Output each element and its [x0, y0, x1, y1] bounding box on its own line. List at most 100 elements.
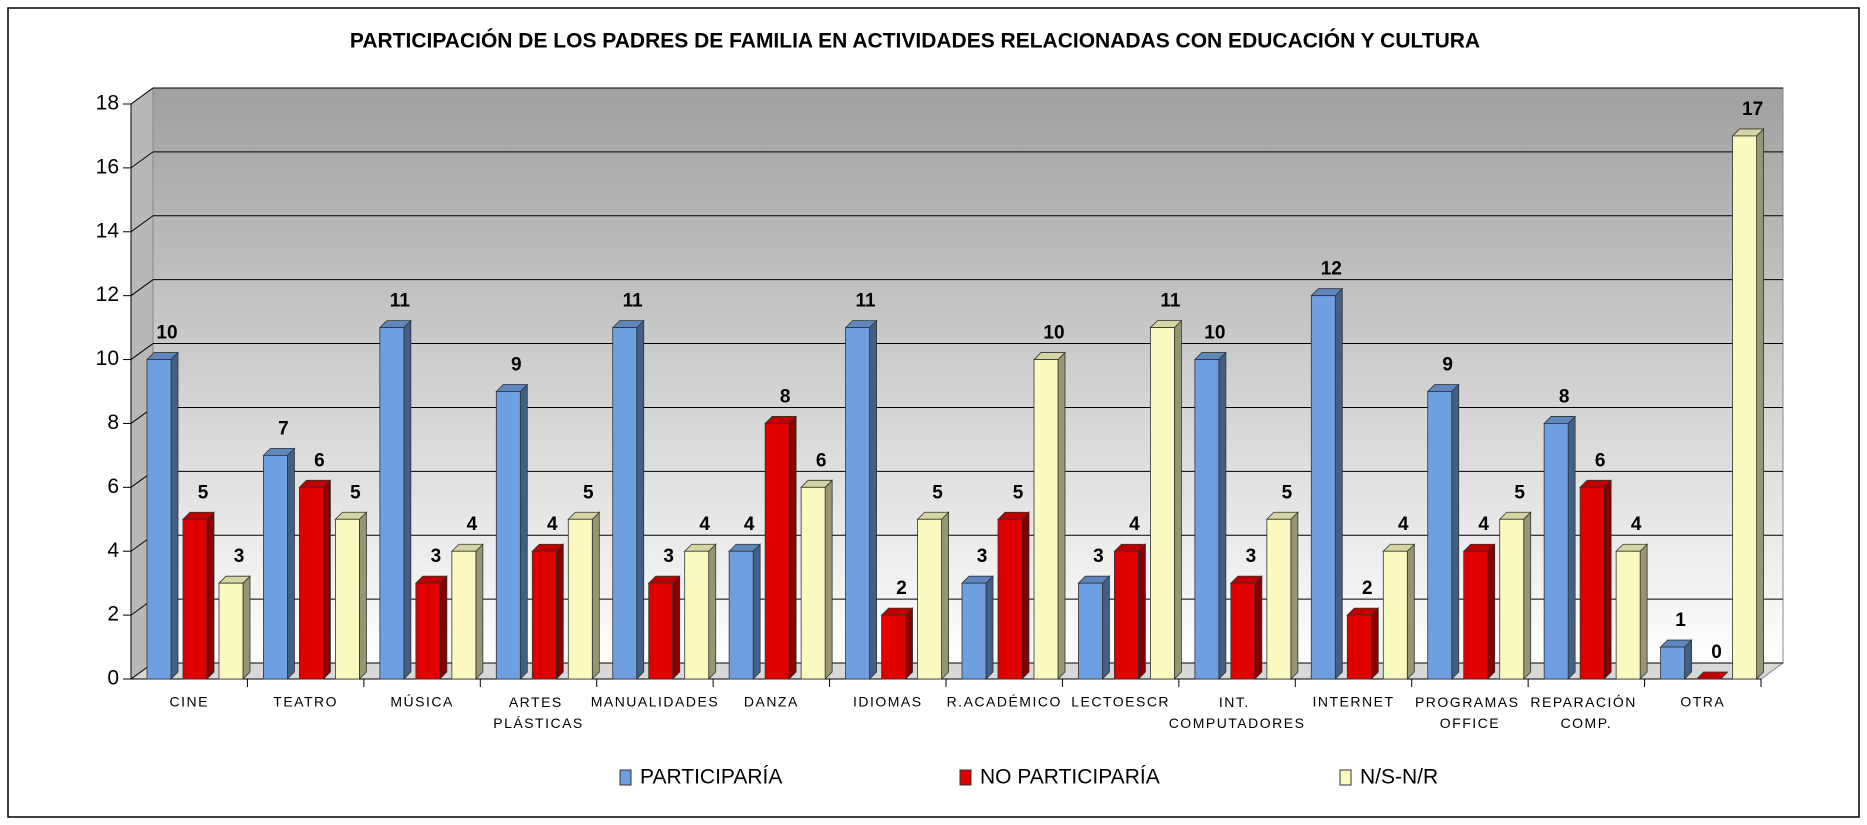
bar-side	[591, 511, 600, 680]
bar	[451, 550, 477, 680]
legend-swatch	[959, 769, 972, 786]
x-tick-label: R.ACADÉMICO	[947, 694, 1062, 710]
x-tick-label: DANZA	[744, 694, 799, 710]
bar	[1499, 518, 1525, 680]
bar	[1346, 614, 1372, 680]
legend-label: N/S-N/R	[1360, 766, 1438, 789]
bar-side	[1021, 511, 1030, 680]
value-label: 10	[156, 323, 177, 344]
plot-floor	[129, 662, 1785, 680]
bar-side	[824, 479, 833, 680]
bar	[218, 582, 244, 680]
value-label: 9	[1442, 355, 1453, 376]
bar-side	[905, 607, 913, 680]
grid-line-side	[130, 87, 154, 105]
bar	[335, 518, 360, 680]
y-tick-label: 14	[96, 219, 120, 242]
bar	[263, 454, 288, 680]
bar	[1660, 646, 1685, 680]
bar	[1078, 582, 1103, 680]
y-tick-label: 6	[107, 475, 119, 498]
x-tick-label: CINE	[169, 694, 208, 710]
bar	[612, 327, 638, 680]
bar	[531, 550, 557, 680]
bar-side	[439, 575, 448, 680]
bar	[379, 327, 405, 680]
bar	[1579, 486, 1605, 680]
bar	[881, 614, 906, 680]
frame	[7, 7, 1860, 818]
value-label: 5	[1514, 482, 1525, 503]
x-tick-label: INT. COMPUTADORES	[1169, 694, 1306, 731]
bar-side	[519, 383, 528, 680]
bar-side	[752, 543, 761, 680]
bar-side	[1639, 543, 1648, 680]
x-tick-label: TEATRO	[273, 694, 338, 710]
y-tick-label: 0	[107, 667, 119, 690]
bar-side	[1603, 479, 1612, 680]
value-label: 5	[932, 482, 943, 503]
value-label: 10	[1204, 323, 1225, 344]
grid-line-side	[130, 215, 154, 233]
bar	[146, 359, 172, 680]
bar	[1615, 550, 1641, 680]
bar-side	[170, 351, 179, 680]
bar	[961, 582, 987, 680]
value-label: 12	[1321, 259, 1342, 280]
bar	[415, 582, 441, 680]
bar	[1150, 327, 1175, 680]
x-tick-label: IDIOMAS	[853, 694, 923, 710]
value-label: 17	[1742, 99, 1763, 120]
bar-side	[287, 447, 295, 680]
bar	[728, 550, 754, 680]
y-tick-label: 16	[96, 155, 119, 178]
value-label: 11	[1160, 291, 1181, 312]
value-label: 9	[511, 355, 522, 376]
bar-side	[636, 319, 645, 680]
value-label: 5	[583, 482, 594, 503]
bar-side	[1138, 543, 1146, 680]
legend-swatch	[619, 769, 632, 786]
value-label: 11	[390, 291, 411, 312]
bar-side	[475, 543, 484, 680]
x-tick-label: REPARACIÓN COMP.	[1530, 694, 1642, 731]
x-tick-label: INTERNET	[1313, 694, 1395, 710]
y-tick-label: 2	[107, 603, 119, 626]
bar	[1194, 359, 1220, 680]
chart-title: PARTICIPACIÓN DE LOS PADRES DE FAMILIA E…	[350, 29, 1480, 53]
bar	[800, 486, 826, 680]
legend-label: NO PARTICIPARÍA	[980, 766, 1160, 789]
bar-side	[1370, 607, 1379, 680]
value-label: 4	[547, 514, 558, 535]
bar-side	[1406, 543, 1415, 680]
grid-line-side	[130, 279, 154, 297]
bar	[684, 550, 710, 680]
bar-side	[1290, 511, 1299, 680]
bar-side	[1567, 415, 1576, 680]
value-label: 4	[1478, 514, 1489, 535]
bar	[1732, 135, 1757, 680]
bar-side	[1487, 543, 1496, 680]
bar	[845, 327, 870, 680]
value-label: 3	[1093, 546, 1104, 567]
bar-side	[1334, 287, 1343, 680]
bar	[1266, 518, 1292, 680]
bar-side	[985, 575, 994, 680]
value-label: 4	[1129, 514, 1140, 535]
bar-side	[1102, 575, 1110, 680]
bar	[299, 486, 324, 680]
grid-line-side	[130, 343, 154, 360]
bar-side	[1174, 319, 1182, 680]
bar-side	[403, 319, 412, 680]
bar	[182, 518, 208, 680]
y-tick-label: 12	[96, 283, 119, 306]
value-label: 3	[663, 546, 674, 567]
value-label: 5	[1282, 482, 1293, 503]
x-tick-label: MÚSICA	[390, 694, 453, 710]
value-label: 5	[1013, 482, 1024, 503]
value-label: 10	[1043, 323, 1064, 344]
legend-swatch	[1339, 769, 1352, 786]
y-tick-label: 10	[96, 347, 119, 370]
value-label: 3	[234, 546, 245, 567]
